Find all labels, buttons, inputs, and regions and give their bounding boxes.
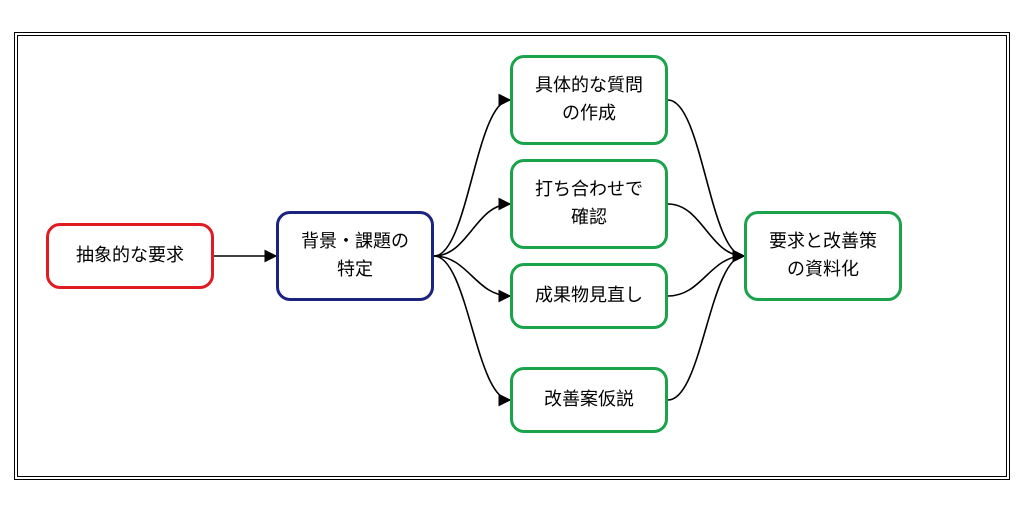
node-confirm-meeting: 打ち合わせで 確認 <box>510 159 668 249</box>
node-label: 改善案仮説 <box>544 386 634 414</box>
node-label: 成果物見直し <box>535 282 643 310</box>
node-improvement-hypo: 改善案仮説 <box>510 367 668 433</box>
node-create-questions: 具体的な質問 の作成 <box>510 55 668 145</box>
node-review-deliverable: 成果物見直し <box>510 263 668 329</box>
node-label: 背景・課題の 特定 <box>301 228 409 284</box>
node-label: 要求と改善策 の資料化 <box>769 228 877 284</box>
node-identify-issues: 背景・課題の 特定 <box>276 211 434 301</box>
node-label: 具体的な質問 の作成 <box>535 72 643 128</box>
node-abstract-request: 抽象的な要求 <box>46 223 214 289</box>
node-documentation: 要求と改善策 の資料化 <box>744 211 902 301</box>
node-label: 抽象的な要求 <box>76 242 184 270</box>
node-label: 打ち合わせで 確認 <box>535 176 643 232</box>
